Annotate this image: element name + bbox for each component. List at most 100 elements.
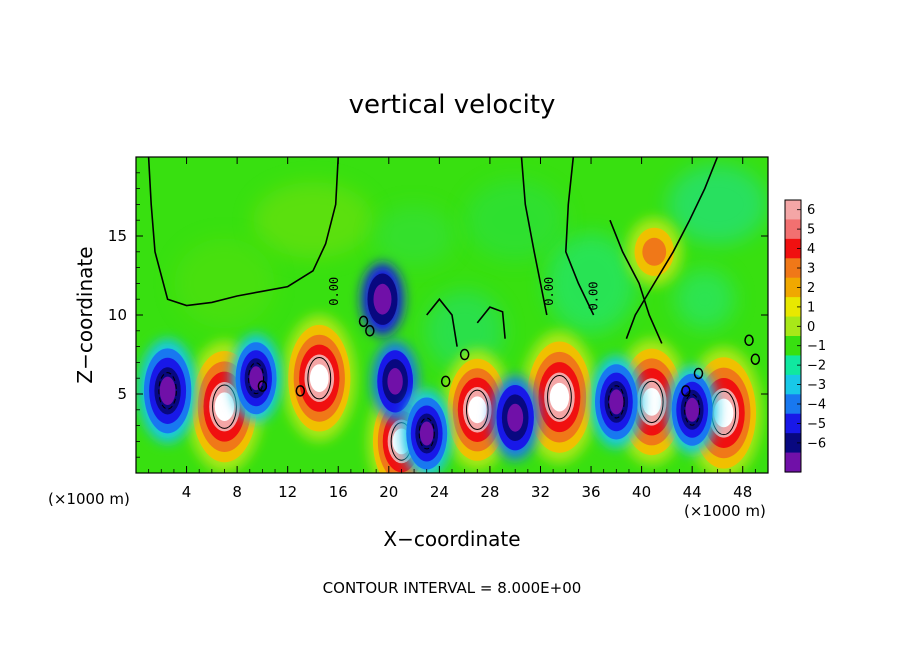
zero-contour-0 (147, 157, 339, 307)
colorbar-segment (785, 413, 801, 434)
y-tick-label: 10 (108, 306, 127, 324)
updraft-contour (212, 384, 237, 429)
colorbar-frame (784, 199, 802, 473)
contour-label-2: 0.00 (586, 282, 600, 311)
x-tick-label: 36 (581, 483, 600, 501)
contour-label-1: 0.00 (542, 277, 556, 306)
downdraft-ring (609, 389, 624, 415)
y-ticks: 5 10 15 (108, 172, 768, 458)
x-unit-label-right: (×1000 m) (684, 502, 766, 520)
cells-layer (138, 217, 762, 473)
colorbar-segment (785, 394, 801, 415)
colorbar-label: −4 (807, 398, 826, 413)
colorbar-label: −6 (807, 436, 826, 451)
updraft-contour (465, 389, 489, 430)
x-tick-label: 40 (632, 483, 651, 501)
x-axis-label: X−coordinate (383, 527, 520, 551)
colorbar-label: 5 (807, 223, 815, 238)
zero-contour-5 (426, 297, 458, 347)
x-tick-label: 12 (278, 483, 297, 501)
colorbar-segment (785, 297, 801, 318)
updraft-cell-1 (282, 315, 356, 442)
updraft-ring (309, 364, 329, 393)
updraft-ring (642, 388, 662, 416)
colorbar-label: 3 (807, 262, 815, 277)
updraft-contour (307, 357, 332, 400)
updraft-ring (714, 398, 734, 428)
updraft-ring (214, 392, 235, 421)
updraft-contour (547, 374, 572, 420)
zero-contour-4 (609, 219, 663, 344)
colorbar-segment (785, 316, 801, 337)
x-tick-label: 24 (430, 483, 449, 501)
colorbar-segment (785, 219, 801, 240)
downdraft-ring (159, 376, 176, 406)
x-tick-label: 20 (379, 483, 398, 501)
downdraft-cell-5 (491, 375, 540, 460)
colorbar-segment (785, 452, 801, 473)
colorbar-label: 6 (807, 203, 815, 218)
colorbar-label: 2 (807, 281, 815, 296)
downdraft-ring (249, 366, 263, 391)
small-contour-0 (257, 380, 268, 392)
contour-interval-note: CONTOUR INTERVAL = 8.000E+00 (323, 579, 582, 597)
small-contour-5 (440, 375, 451, 388)
colorbar-segment (785, 277, 801, 298)
colorbar-segment (785, 433, 801, 454)
x-tick-label: 32 (531, 483, 550, 501)
downdraft-cell-4 (401, 389, 452, 473)
updraft-cell-0 (186, 340, 263, 473)
x-tick-label: 48 (733, 483, 752, 501)
downdraft-cell-6 (590, 355, 643, 448)
downdraft-contour (248, 362, 265, 395)
shade-blob-1 (174, 238, 275, 329)
small-contour-7 (693, 367, 704, 380)
small-contour-4 (459, 348, 470, 361)
downdraft-contour (418, 417, 435, 450)
shade-blob-5 (667, 164, 768, 245)
downdraft-ring (387, 368, 403, 395)
x-tick-label: 8 (232, 483, 242, 501)
colorbar-segment (785, 238, 801, 259)
shade-blob-0 (252, 182, 373, 259)
small-contour-6 (681, 385, 691, 397)
colorbar-segment (785, 374, 801, 395)
small-contour-9 (750, 353, 761, 365)
updraft-cell-7 (626, 217, 682, 286)
downdraft-cell-2 (372, 341, 419, 422)
colorbar-segment (785, 336, 801, 357)
colorbar-segment (785, 258, 801, 279)
downdraft-contour (608, 385, 625, 419)
velocity-field: 0.00 0.00 0.00 (136, 157, 768, 473)
colorbar-segment (785, 355, 801, 376)
updraft-cell-3 (442, 349, 513, 471)
x-tick-label: 4 (182, 483, 192, 501)
colorbar-label: −5 (807, 417, 826, 432)
updraft-ring (549, 382, 570, 412)
zero-contour-3 (625, 157, 719, 339)
colorbar-label: 1 (807, 300, 815, 315)
contour-label-0: 0.00 (327, 277, 341, 306)
downdraft-contour (158, 372, 177, 410)
downdraft-contour (684, 393, 701, 426)
y-tick-label: 5 (117, 385, 127, 403)
zero-contour-6 (476, 306, 506, 339)
downdraft-cell-7 (667, 365, 718, 454)
small-contour-3 (365, 325, 375, 337)
colorbar-segment (785, 200, 801, 221)
colorbar-label: −1 (807, 339, 826, 354)
small-contour-1 (295, 385, 306, 397)
x-unit-label-left: (×1000 m) (48, 490, 130, 508)
colorbar-label: −3 (807, 378, 826, 393)
updraft-ring (468, 396, 487, 424)
zero-contour-2 (564, 157, 595, 316)
x-tick-label: 28 (480, 483, 499, 501)
contour-lines: 0.00 0.00 0.00 (147, 157, 761, 397)
colorbar-label: 4 (807, 242, 815, 257)
y-axis-label: Z−coordinate (73, 246, 97, 383)
updraft-ring (642, 237, 667, 266)
shade-blob-7 (374, 206, 455, 266)
zero-contour-1 (520, 157, 548, 316)
x-tick-label: 16 (329, 483, 348, 501)
